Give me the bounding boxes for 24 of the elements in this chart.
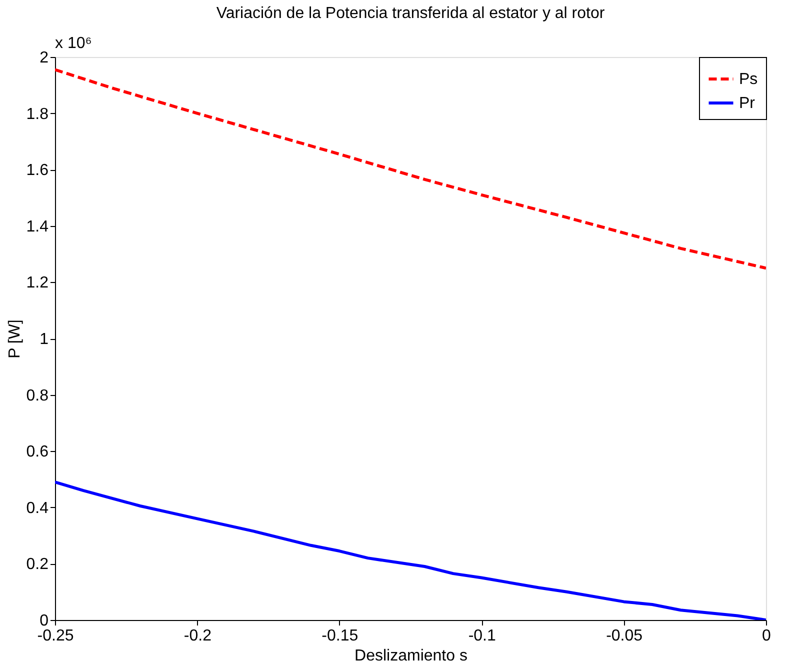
- y-tick-label: 2: [40, 50, 49, 66]
- y-tick-label: 1.4: [26, 218, 49, 236]
- line-series: [55, 68, 766, 270]
- x-axis-title: Deslizamiento s: [354, 648, 468, 664]
- legend-label: Ps: [739, 71, 758, 88]
- y-tick-label: 0.6: [26, 444, 49, 461]
- x-tick-label: -0.05: [606, 628, 643, 644]
- x-tick-label: -0.15: [322, 628, 358, 644]
- x-tick-label: -0.25: [37, 628, 74, 644]
- y-axis-title: P [W]: [6, 320, 24, 358]
- y-tick-label: 1.2: [26, 274, 49, 292]
- legend-label: Pr: [739, 95, 756, 112]
- y-tick-label: 0: [40, 612, 49, 630]
- x-tick-label: -0.1: [468, 628, 496, 644]
- y-tick-label: 0.2: [26, 556, 49, 574]
- text: x 10⁶: [55, 35, 92, 52]
- y-tick-label: 1.6: [26, 162, 49, 180]
- x-tick-label: -0.2: [184, 628, 212, 644]
- y-tick-label: 0.8: [26, 387, 49, 404]
- y-tick-label: 0.4: [26, 500, 49, 517]
- y-tick-label: 1.8: [26, 106, 49, 123]
- chart-title: Variación de la Potencia transferida al estator y al rotor: [216, 5, 606, 22]
- x-tick-label: 0: [762, 628, 772, 644]
- y-tick-label: 1: [40, 331, 49, 348]
